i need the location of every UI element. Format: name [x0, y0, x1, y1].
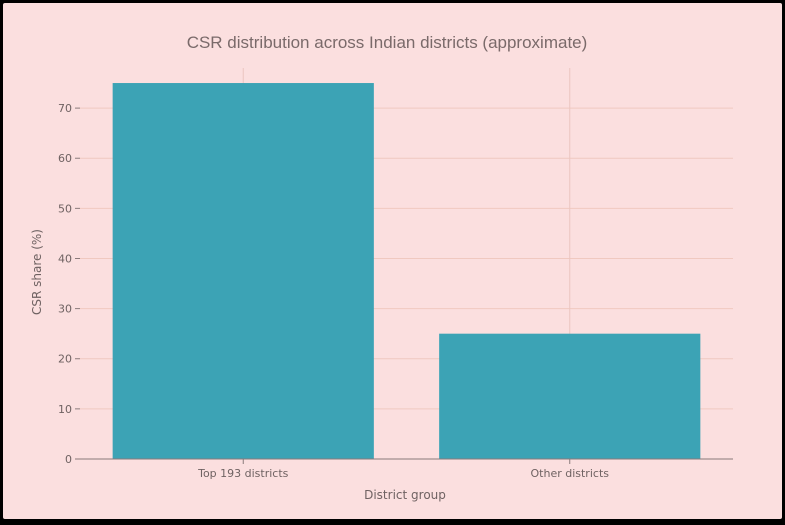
axes: 0 10 20 30 40 50 60 70 Top 193 districts Other di…: [58, 102, 733, 480]
chart-title: CSR distribution across Indian districts…: [187, 33, 588, 52]
y-tick-label: 30: [58, 303, 72, 316]
x-axis-label: District group: [364, 488, 446, 502]
bars: [112, 83, 701, 460]
y-axis-label: CSR share (%): [30, 229, 44, 315]
x-tick-label: Other districts: [531, 467, 610, 480]
y-tick-label: 50: [58, 202, 72, 215]
bar-0: [112, 83, 374, 460]
y-tick-label: 0: [65, 453, 72, 466]
y-tick-label: 20: [58, 353, 72, 366]
chart-frame: CSR distribution across Indian districts…: [3, 3, 782, 519]
bar-chart: CSR distribution across Indian districts…: [30, 33, 733, 502]
x-tick-label: Top 193 districts: [197, 467, 289, 480]
y-tick-label: 70: [58, 102, 72, 115]
y-tick-label: 60: [58, 152, 72, 165]
y-tick-label: 40: [58, 252, 72, 265]
bar-1: [439, 333, 701, 459]
y-tick-label: 10: [58, 403, 72, 416]
